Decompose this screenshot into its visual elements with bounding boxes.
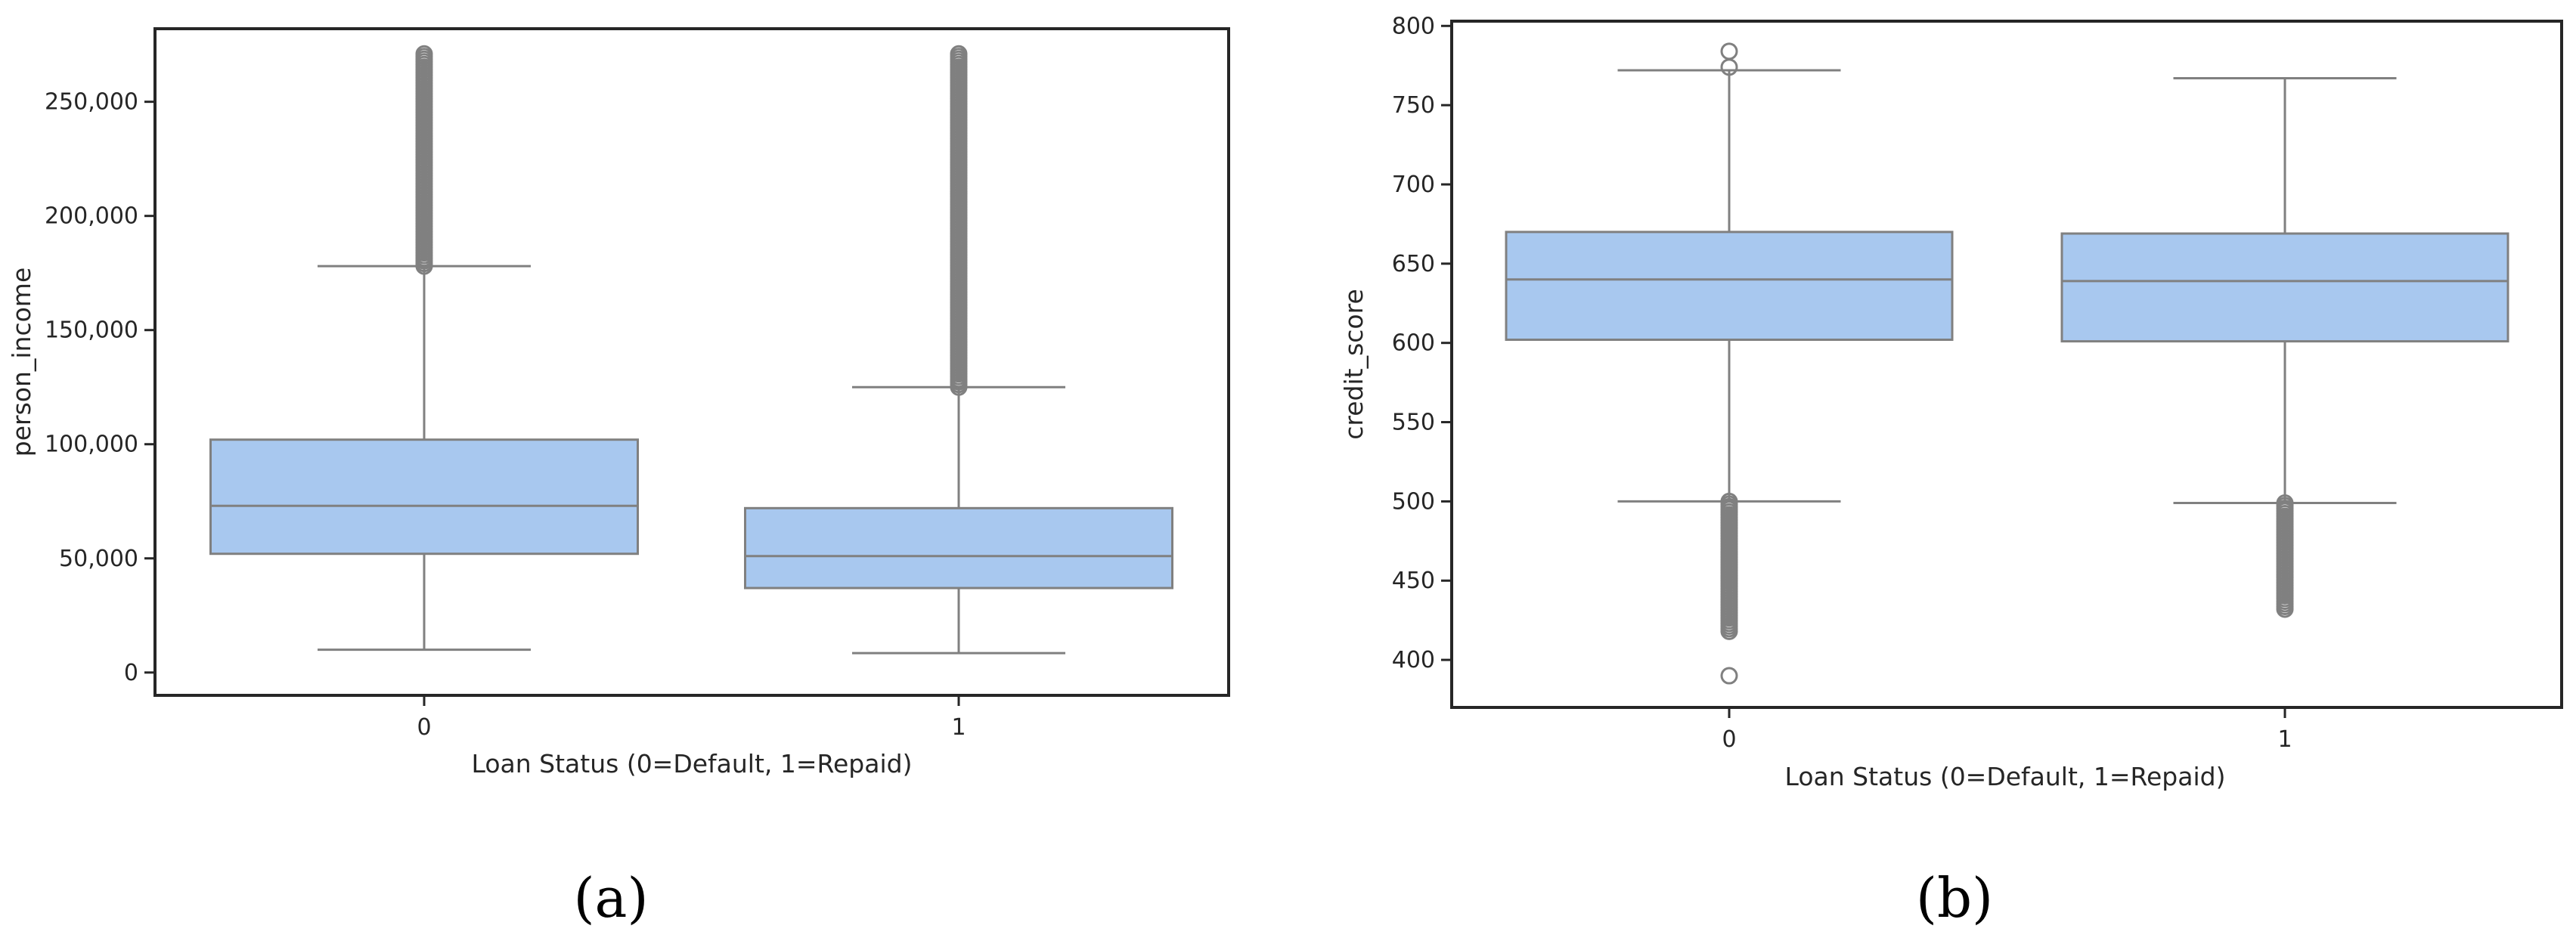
box-series bbox=[209, 45, 1173, 655]
x-tick-label: 1 bbox=[2277, 726, 2292, 753]
plot-frame bbox=[153, 27, 1230, 697]
outlier-point bbox=[1720, 667, 1738, 685]
y-tick-label: 550 bbox=[1392, 410, 1435, 436]
iqr-box bbox=[2060, 232, 2509, 343]
outlier-point bbox=[1720, 492, 1738, 510]
y-axis-label: person_income bbox=[7, 268, 36, 457]
y-tick-label: 500 bbox=[1392, 488, 1435, 515]
x-axis-label: Loan Status (0=Default, 1=Repaid) bbox=[1785, 762, 2226, 791]
y-axis: 0 50,000 100,000 150,000 200,000 250,000 bbox=[45, 89, 155, 686]
box-0 bbox=[209, 45, 639, 652]
panel-label-a: (a) bbox=[573, 866, 648, 930]
y-axis: 400 450 500 550 600 650 700 750 800 bbox=[1392, 13, 1452, 673]
x-tick-label: 1 bbox=[951, 714, 966, 741]
x-tick-label: 0 bbox=[1722, 726, 1736, 753]
y-tick-label: 600 bbox=[1392, 330, 1435, 357]
outlier-point bbox=[2276, 494, 2294, 512]
iqr-box bbox=[209, 438, 639, 556]
box-1 bbox=[744, 45, 1173, 655]
y-tick-label: 750 bbox=[1392, 92, 1435, 119]
box-0 bbox=[1505, 42, 1954, 685]
y-tick-label: 100,000 bbox=[45, 432, 138, 458]
plot-frame bbox=[1450, 20, 2563, 709]
y-tick-label: 150,000 bbox=[45, 317, 138, 344]
y-tick-label: 250,000 bbox=[45, 89, 138, 116]
x-tick-label: 0 bbox=[417, 714, 431, 741]
box-series bbox=[1505, 42, 2509, 685]
y-tick-label: 400 bbox=[1392, 647, 1435, 673]
y-tick-label: 50,000 bbox=[59, 546, 138, 572]
iqr-box bbox=[1505, 231, 1954, 341]
box-1 bbox=[2060, 76, 2509, 618]
outlier-point bbox=[415, 45, 433, 63]
outlier-point bbox=[950, 45, 968, 63]
y-tick-label: 700 bbox=[1392, 172, 1435, 198]
y-tick-label: 200,000 bbox=[45, 203, 138, 230]
outlier-point bbox=[1720, 42, 1738, 60]
y-tick-label: 0 bbox=[124, 660, 138, 686]
y-tick-label: 650 bbox=[1392, 251, 1435, 277]
panel-label-b: (b) bbox=[1916, 866, 1993, 930]
x-axis-label: Loan Status (0=Default, 1=Repaid) bbox=[472, 749, 913, 778]
iqr-box bbox=[744, 506, 1173, 590]
y-tick-label: 800 bbox=[1392, 13, 1435, 39]
y-axis-label: credit_score bbox=[1339, 289, 1369, 440]
y-tick-label: 450 bbox=[1392, 568, 1435, 594]
